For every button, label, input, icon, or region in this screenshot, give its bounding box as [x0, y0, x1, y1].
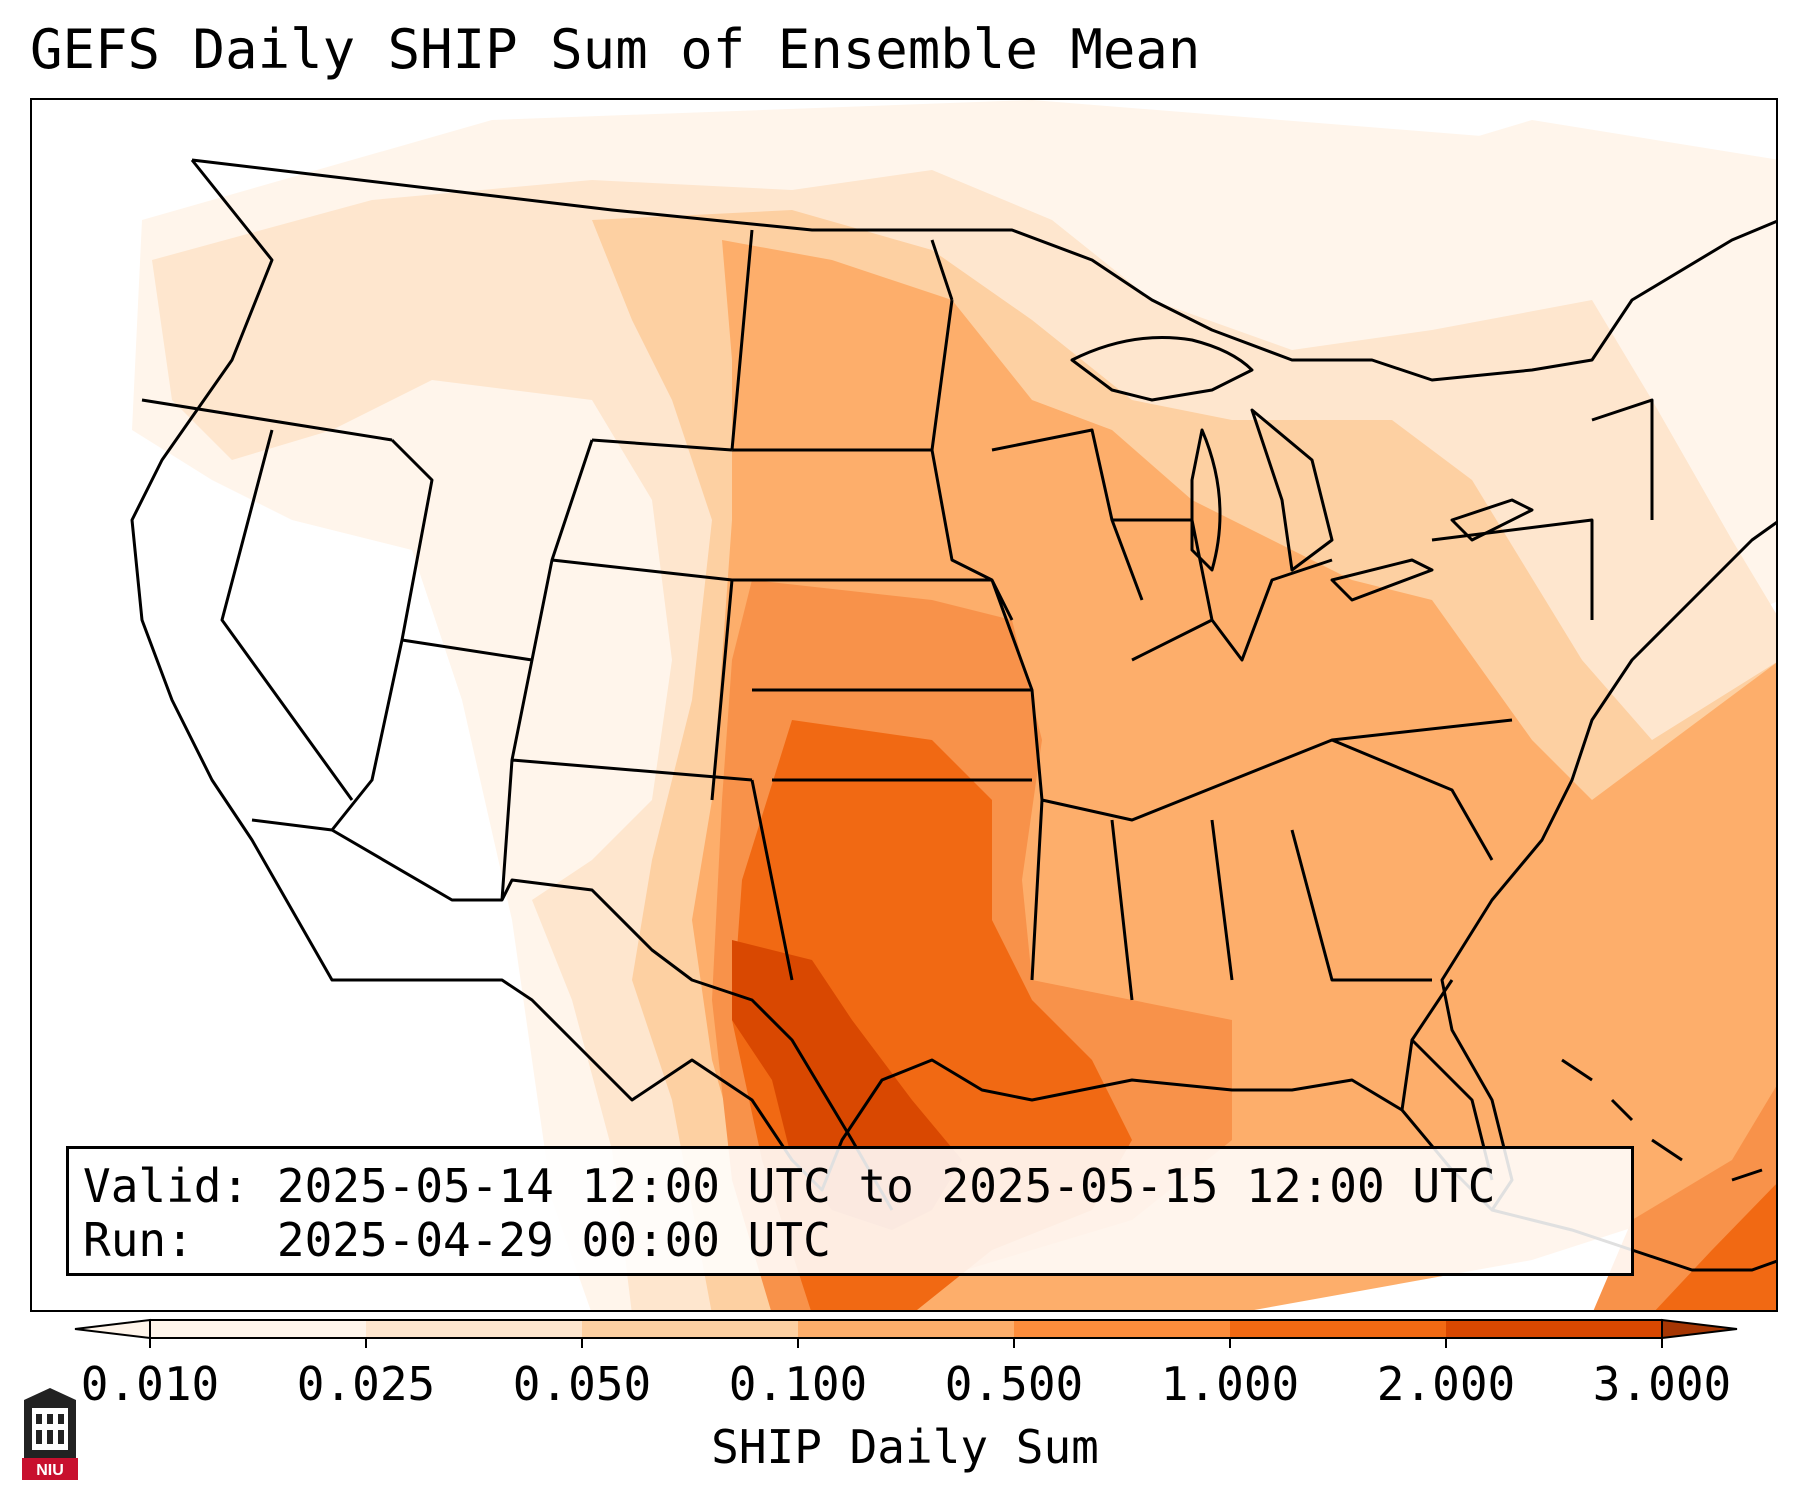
valid-run-info-box: Valid: 2025-05-14 12:00 UTC to 2025-05-1…	[66, 1146, 1634, 1276]
map-panel	[30, 98, 1778, 1312]
colorbar-segment	[1014, 1320, 1231, 1338]
colorbar-tick-label: 2.000	[1376, 1357, 1516, 1411]
canada-border	[191, 158, 1776, 382]
colorbar-tick-label: 0.500	[944, 1357, 1084, 1411]
run-value: 2025-04-29 00:00 UTC	[276, 1213, 831, 1267]
ship-shading-map	[130, 100, 1776, 1310]
state-lines	[141, 229, 1654, 1001]
colorbar-segment	[1230, 1320, 1447, 1338]
colorbar-tick-label: 0.050	[512, 1357, 652, 1411]
colorbar-tick-label: 3.000	[1592, 1357, 1732, 1411]
colorbar-outline	[149, 1319, 1663, 1339]
us-outline	[130, 159, 1776, 1212]
colorbar-segment	[582, 1320, 799, 1338]
page-title: GEFS Daily SHIP Sum of Ensemble Mean	[30, 18, 1201, 81]
colorbar-tick-label: 1.000	[1160, 1357, 1300, 1411]
colorbar-extend-high	[1661, 1318, 1738, 1340]
colorbar-tick-label: 0.010	[80, 1357, 220, 1411]
colorbar	[74, 1318, 1738, 1348]
mexico-border	[251, 818, 894, 1211]
run-label: Run:	[83, 1213, 194, 1267]
colorbar-segment	[798, 1320, 1015, 1338]
colorbar-ticks	[149, 1338, 1663, 1348]
shading-level-1b	[1332, 120, 1776, 360]
valid-value: 2025-05-14 12:00 UTC to 2025-05-15 12:00…	[276, 1159, 1496, 1213]
colorbar-tick-label: 0.025	[296, 1357, 436, 1411]
logo-text: NIU	[36, 1462, 64, 1479]
ship-shading-layers	[132, 100, 1776, 1310]
colorbar-segment	[1446, 1320, 1663, 1338]
shading-level-6b	[1655, 1184, 1776, 1310]
valid-label: Valid:	[83, 1159, 250, 1213]
colorbar-label: SHIP Daily Sum	[711, 1420, 1099, 1474]
colorbar-extend-low	[74, 1318, 151, 1340]
bahamas-islands	[1561, 1058, 1763, 1182]
colorbar-segments	[74, 1318, 1738, 1340]
colorbar-segment	[366, 1320, 583, 1338]
colorbar-tick-label: 0.100	[728, 1357, 868, 1411]
niu-logo: NIU	[22, 1388, 78, 1480]
great-lakes	[1070, 336, 1534, 602]
colorbar-segment	[150, 1320, 367, 1338]
state-boundaries	[130, 158, 1776, 1212]
